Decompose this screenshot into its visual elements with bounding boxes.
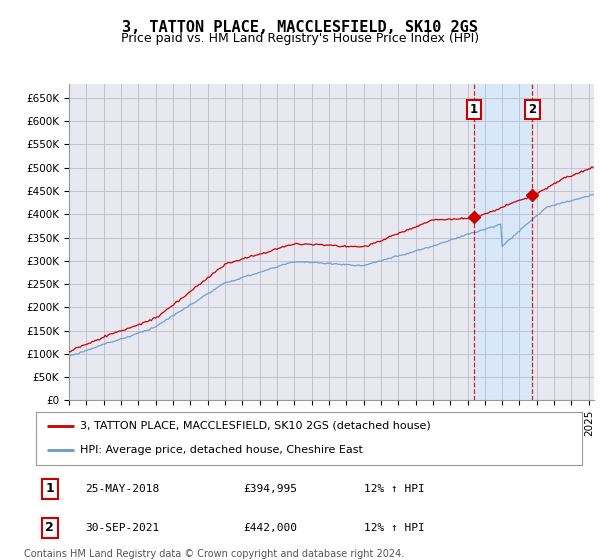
Text: 1: 1 xyxy=(45,482,54,495)
Text: HPI: Average price, detached house, Cheshire East: HPI: Average price, detached house, Ches… xyxy=(80,445,362,455)
Text: £442,000: £442,000 xyxy=(244,523,298,533)
Text: 30-SEP-2021: 30-SEP-2021 xyxy=(85,523,160,533)
Text: £394,995: £394,995 xyxy=(244,484,298,493)
Text: 25-MAY-2018: 25-MAY-2018 xyxy=(85,484,160,493)
Text: Contains HM Land Registry data © Crown copyright and database right 2024.
This d: Contains HM Land Registry data © Crown c… xyxy=(24,549,404,560)
Text: 3, TATTON PLACE, MACCLESFIELD, SK10 2GS: 3, TATTON PLACE, MACCLESFIELD, SK10 2GS xyxy=(122,20,478,35)
Text: 12% ↑ HPI: 12% ↑ HPI xyxy=(364,484,424,493)
Text: Price paid vs. HM Land Registry's House Price Index (HPI): Price paid vs. HM Land Registry's House … xyxy=(121,32,479,45)
Text: 1: 1 xyxy=(470,103,478,116)
Text: 2: 2 xyxy=(529,103,536,116)
Text: 12% ↑ HPI: 12% ↑ HPI xyxy=(364,523,424,533)
Text: 3, TATTON PLACE, MACCLESFIELD, SK10 2GS (detached house): 3, TATTON PLACE, MACCLESFIELD, SK10 2GS … xyxy=(80,421,430,431)
Text: 2: 2 xyxy=(45,521,54,534)
Bar xyxy=(474,84,532,400)
